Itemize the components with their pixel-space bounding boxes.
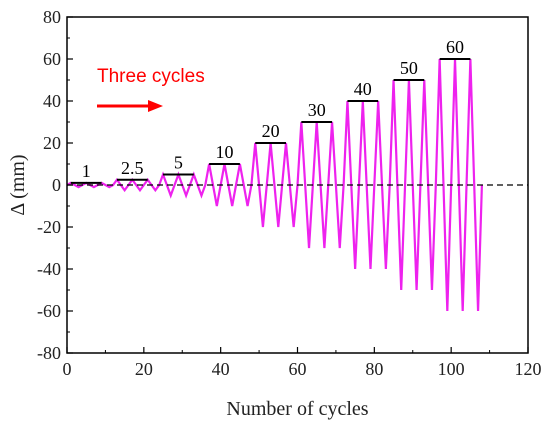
y-tick-label-2: 40	[43, 91, 61, 111]
y-tick-label-7: -60	[37, 301, 61, 321]
y-tick-label-5: -20	[37, 217, 61, 237]
y-tick-label-1: 60	[43, 49, 61, 69]
x-tick-label-5: 100	[438, 359, 465, 379]
arrow-head	[148, 100, 163, 112]
x-axis-title: Number of cycles	[226, 398, 368, 420]
x-tick-label-0: 0	[63, 359, 72, 379]
y-tick-label-3: 20	[43, 133, 61, 153]
y-tick-label-8: -80	[37, 343, 61, 363]
x-tick-label-6: 120	[515, 359, 542, 379]
y-axis-title: Δ (mm)	[7, 154, 29, 215]
amplitude-label-6: 40	[354, 79, 372, 99]
x-tick-label-1: 20	[135, 359, 153, 379]
right-arrow-icon	[97, 100, 163, 112]
amplitude-label-5: 30	[308, 100, 326, 120]
y-tick-label-4: 0	[52, 175, 61, 195]
y-tick-label-0: 80	[43, 7, 61, 27]
amplitude-label-3: 10	[216, 142, 234, 162]
annotation-group: Three cycles	[97, 66, 205, 112]
y-tick-label-6: -40	[37, 259, 61, 279]
amplitude-label-1: 2.5	[121, 158, 144, 178]
amplitude-label-2: 5	[174, 153, 183, 173]
amplitude-label-8: 60	[446, 37, 464, 57]
amplitude-label-4: 20	[262, 121, 280, 141]
amplitude-levels-group: 1 2.5 5 10 20 30 40 50 60	[70, 37, 471, 184]
three-cycles-annotation: Three cycles	[97, 66, 205, 87]
x-tick-label-2: 40	[212, 359, 230, 379]
x-tick-label-4: 80	[365, 359, 383, 379]
amplitude-label-0: 1	[82, 161, 91, 181]
x-tick-label-3: 60	[289, 359, 307, 379]
amplitude-label-7: 50	[400, 58, 418, 78]
